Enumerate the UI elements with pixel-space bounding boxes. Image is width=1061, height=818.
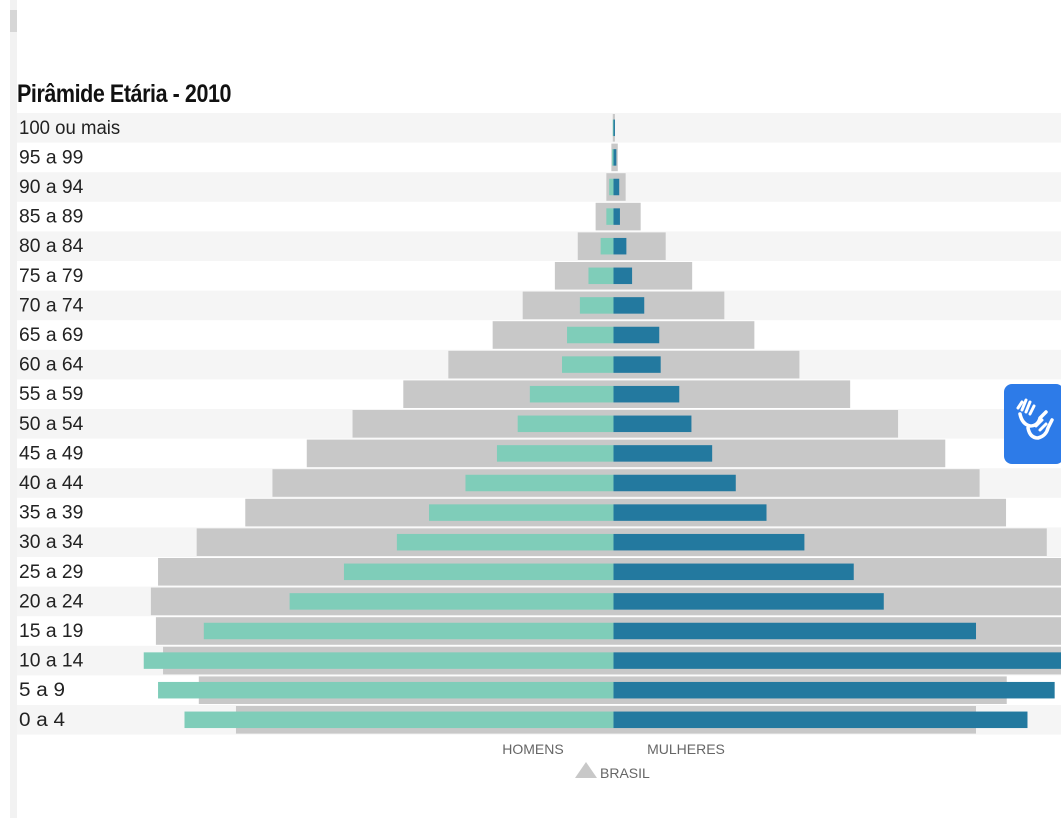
age-group-label: 30 a 34: [19, 532, 84, 553]
age-group-label: 15 a 19: [19, 621, 83, 642]
men-bar: [529, 385, 614, 403]
women-bar: [613, 681, 1055, 699]
sign-language-hands-icon: [1016, 398, 1054, 440]
age-group-label: 100 ou mais: [19, 118, 120, 139]
women-bar: [613, 356, 661, 373]
women-bar: [613, 208, 620, 225]
women-bar: [613, 593, 884, 610]
women-bar: [613, 504, 767, 521]
age-group-label: 50 a 54: [19, 414, 84, 435]
women-bar: [613, 326, 660, 344]
women-bar: [613, 474, 736, 492]
age-group-label: 5 a 9: [19, 680, 65, 701]
age-group-label: 40 a 44: [19, 473, 84, 494]
age-group-label: 80 a 84: [19, 236, 84, 257]
age-group-label: 75 a 79: [19, 266, 83, 287]
row-stripe: [17, 231, 1061, 261]
men-bar: [609, 178, 614, 196]
age-group-label: 70 a 74: [19, 295, 84, 316]
men-bar: [606, 208, 614, 225]
men-bar: [496, 445, 614, 462]
women-bar: [613, 385, 680, 403]
age-group-label: 35 a 39: [19, 503, 83, 524]
age-group-label: 20 a 24: [19, 591, 84, 612]
age-group-label: 95 a 99: [19, 147, 83, 168]
left-edge-bar: [10, 0, 17, 818]
row-stripe: [17, 172, 1061, 202]
age-group-label: 90 a 94: [19, 177, 84, 198]
men-bar: [465, 474, 614, 492]
women-bar: [613, 533, 805, 551]
age-group-label: 65 a 69: [19, 325, 83, 346]
legend-brasil-label: BRASIL: [600, 765, 650, 781]
women-bar: [613, 652, 1061, 669]
men-bar: [612, 149, 614, 166]
men-bar: [579, 297, 614, 314]
age-group-label: 45 a 49: [19, 443, 83, 464]
men-bar: [588, 267, 614, 285]
men-bar: [289, 593, 614, 610]
men-bar: [158, 681, 614, 699]
men-bar: [429, 504, 614, 521]
legend-men-label: HOMENS: [502, 741, 563, 757]
accessibility-button[interactable]: [1004, 384, 1061, 464]
men-bar: [562, 356, 614, 373]
men-bar: [517, 415, 614, 433]
women-bar: [613, 711, 1028, 729]
triangle-icon: [575, 762, 597, 778]
row-stripe: [17, 113, 1061, 143]
women-bar: [613, 297, 645, 314]
age-group-label: 60 a 64: [19, 355, 84, 376]
age-group-label: 0 a 4: [19, 710, 65, 731]
men-bar: [143, 652, 614, 669]
men-bar: [567, 326, 614, 344]
age-group-label: 85 a 89: [19, 207, 83, 228]
men-bar: [184, 711, 614, 729]
women-bar: [613, 622, 977, 640]
age-group-label: 10 a 14: [19, 651, 84, 672]
men-bar: [396, 533, 614, 551]
men-bar: [343, 563, 614, 581]
men-bar: [612, 119, 614, 137]
women-bar: [613, 237, 627, 255]
age-group-label: 25 a 29: [19, 562, 83, 583]
women-bar: [613, 267, 633, 285]
women-bar: [613, 445, 713, 462]
men-bar: [600, 237, 614, 255]
women-bar: [613, 178, 620, 196]
legend-women-label: MULHERES: [647, 741, 725, 757]
women-bar: [613, 415, 692, 433]
men-bar: [203, 622, 614, 640]
age-group-label: 55 a 59: [19, 384, 83, 405]
women-bar: [613, 149, 617, 166]
women-bar: [613, 563, 854, 581]
chart-title: Pirâmide Etária - 2010: [17, 80, 232, 108]
left-edge-marker: [10, 10, 17, 32]
women-bar: [613, 119, 615, 137]
